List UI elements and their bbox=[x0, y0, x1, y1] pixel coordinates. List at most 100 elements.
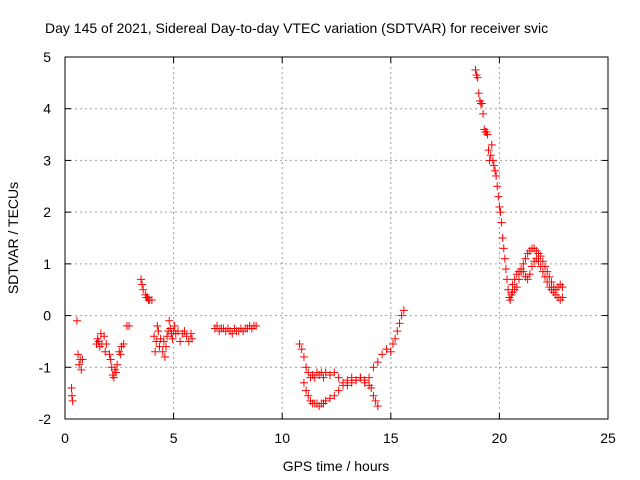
data-point bbox=[297, 345, 306, 354]
data-point bbox=[154, 327, 163, 336]
data-point bbox=[161, 342, 170, 351]
data-point bbox=[536, 262, 545, 271]
y-tick-label: -2 bbox=[39, 411, 52, 427]
data-point bbox=[503, 275, 512, 284]
data-point bbox=[159, 337, 168, 346]
data-point bbox=[116, 350, 125, 359]
data-point bbox=[295, 340, 304, 349]
data-point bbox=[125, 321, 134, 330]
data-point bbox=[479, 109, 488, 118]
data-point bbox=[471, 65, 480, 74]
data-point bbox=[488, 156, 497, 165]
y-tick-label: 4 bbox=[43, 101, 51, 117]
data-point bbox=[176, 337, 185, 346]
data-point bbox=[170, 321, 179, 330]
data-point bbox=[77, 365, 86, 374]
data-point bbox=[153, 321, 162, 330]
data-point bbox=[495, 202, 504, 211]
data-point bbox=[75, 360, 84, 369]
data-point bbox=[186, 329, 195, 338]
y-tick-label: 1 bbox=[43, 256, 51, 272]
data-point bbox=[523, 275, 532, 284]
data-point bbox=[489, 161, 498, 170]
data-point bbox=[188, 334, 197, 343]
data-point bbox=[74, 350, 83, 359]
data-point bbox=[228, 329, 237, 338]
data-point bbox=[473, 73, 482, 82]
chart-title: Day 145 of 2021, Sidereal Day-to-day VTE… bbox=[45, 20, 548, 36]
data-point bbox=[483, 130, 492, 139]
data-point bbox=[486, 151, 495, 160]
data-point bbox=[78, 355, 87, 364]
data-point bbox=[474, 89, 483, 98]
data-point bbox=[386, 347, 395, 356]
data-point bbox=[102, 340, 111, 349]
ticks-layer: 0 5 10 15 20 25 -2 -1 0 1 2 3 4 5 bbox=[39, 49, 616, 446]
data-point bbox=[543, 277, 552, 286]
data-point bbox=[165, 316, 174, 325]
data-point bbox=[512, 283, 521, 292]
data-point bbox=[168, 334, 177, 343]
data-point bbox=[492, 171, 501, 180]
data-point bbox=[498, 234, 507, 242]
data-point bbox=[109, 373, 118, 382]
data-point bbox=[365, 373, 374, 382]
data-point bbox=[510, 275, 519, 284]
data-point bbox=[373, 402, 382, 411]
data-point bbox=[310, 373, 319, 382]
data-point bbox=[150, 332, 159, 341]
data-point bbox=[339, 381, 348, 390]
data-point bbox=[373, 358, 382, 367]
y-tick-label: 2 bbox=[43, 204, 51, 220]
data-point bbox=[147, 296, 156, 305]
data-point bbox=[321, 396, 330, 405]
data-point bbox=[369, 391, 378, 400]
y-axis-label: SDTVAR / TECUs bbox=[5, 182, 21, 294]
data-point bbox=[302, 386, 311, 395]
data-point bbox=[347, 373, 356, 382]
data-point bbox=[501, 265, 510, 274]
data-point bbox=[334, 373, 343, 382]
data-point bbox=[541, 272, 550, 281]
data-point bbox=[519, 267, 528, 276]
data-point bbox=[113, 360, 122, 369]
data-point bbox=[500, 254, 509, 263]
data-point bbox=[527, 262, 536, 271]
data-point bbox=[393, 327, 402, 336]
data-point bbox=[105, 350, 114, 359]
data-point bbox=[497, 218, 506, 227]
plot-frame bbox=[64, 56, 609, 420]
data-point bbox=[139, 285, 148, 294]
data-point bbox=[319, 373, 328, 382]
x-tick-label: 5 bbox=[170, 430, 178, 446]
data-point bbox=[371, 396, 380, 405]
data-point bbox=[304, 391, 313, 400]
data-point bbox=[484, 146, 493, 155]
data-point bbox=[160, 352, 169, 361]
data-point bbox=[525, 270, 534, 279]
data-point bbox=[360, 376, 369, 385]
data-point bbox=[138, 280, 147, 289]
data-point bbox=[100, 332, 109, 341]
x-tick-label: 25 bbox=[600, 430, 616, 446]
data-point bbox=[325, 371, 334, 380]
data-point bbox=[119, 340, 128, 349]
data-point bbox=[304, 368, 313, 377]
data-point bbox=[330, 368, 339, 377]
x-axis-label: GPS time / hours bbox=[283, 458, 390, 474]
data-point bbox=[534, 257, 543, 266]
data-point bbox=[334, 386, 343, 395]
data-point bbox=[112, 368, 121, 377]
data-point bbox=[325, 394, 334, 403]
data-point bbox=[67, 383, 76, 392]
data-point bbox=[382, 345, 391, 354]
data-point bbox=[67, 391, 76, 400]
data-point bbox=[182, 332, 191, 341]
data-point bbox=[487, 140, 496, 149]
data-point bbox=[163, 332, 172, 341]
y-tick-label: 5 bbox=[43, 49, 51, 65]
data-point bbox=[302, 363, 311, 372]
x-tick-label: 10 bbox=[274, 430, 290, 446]
data-point bbox=[378, 350, 387, 359]
